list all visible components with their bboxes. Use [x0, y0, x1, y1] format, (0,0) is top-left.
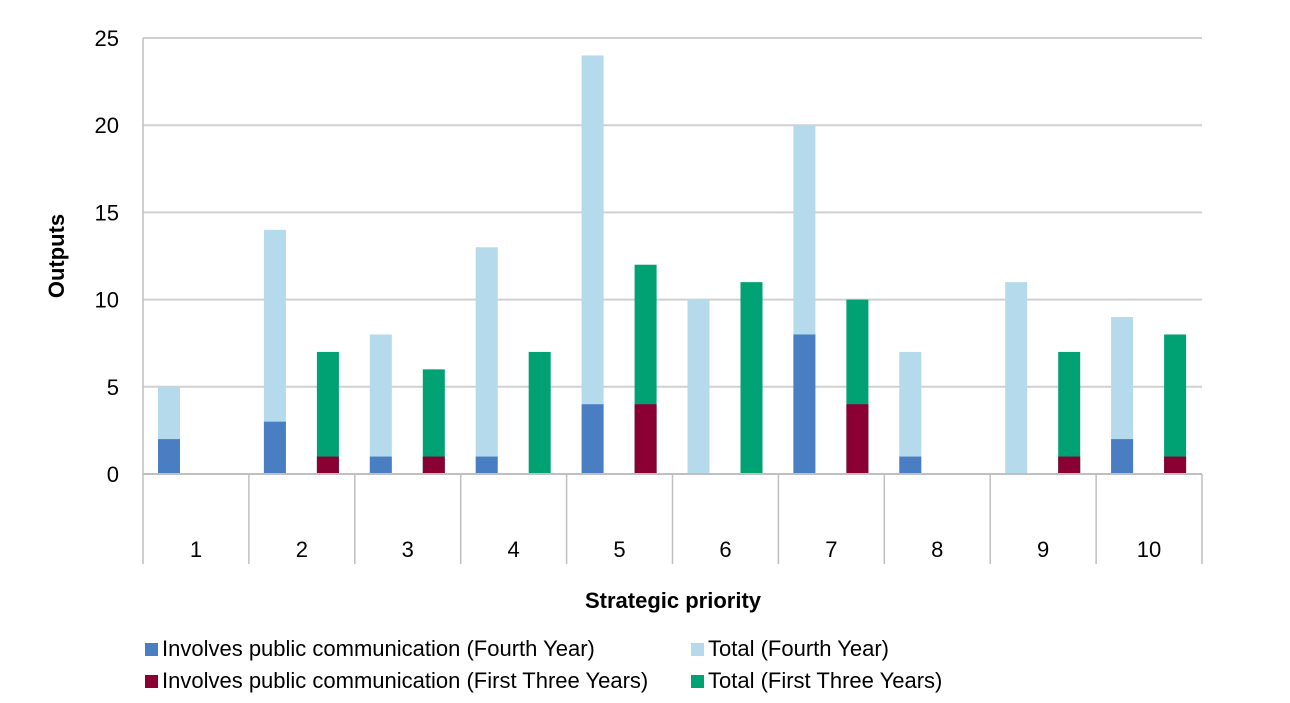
legend-swatch — [691, 674, 704, 688]
y-tick-label: 15 — [95, 200, 119, 225]
bars — [158, 55, 1187, 474]
bar-total-fourth-year — [263, 229, 286, 474]
x-tick-label: 1 — [190, 537, 202, 562]
bar-public-communication-first-three-years — [846, 404, 869, 474]
legend-label: Involves public communication (Fourth Ye… — [162, 636, 595, 661]
legend-item-total-fourth: Total (Fourth Year) — [691, 636, 889, 662]
legend-swatch — [145, 642, 158, 656]
bar-public-communication-fourth-year — [475, 456, 498, 474]
bar-public-communication-first-three-years — [634, 404, 657, 474]
x-tick-label: 8 — [931, 537, 943, 562]
bar-public-communication-fourth-year — [369, 456, 392, 474]
x-tick-label: 7 — [825, 537, 837, 562]
bar-total-first-three-years — [528, 351, 551, 474]
x-tick-label: 6 — [719, 537, 731, 562]
bar-public-communication-fourth-year — [1111, 439, 1134, 474]
legend: Involves public communication (Fourth Ye… — [145, 636, 1045, 700]
y-tick-label: 25 — [95, 26, 119, 51]
bar-public-communication-fourth-year — [158, 439, 180, 474]
bar-public-communication-fourth-year — [581, 404, 604, 474]
bar-public-communication-fourth-year — [793, 334, 816, 474]
legend-label: Total (Fourth Year) — [708, 636, 889, 661]
bar-total-fourth-year — [687, 299, 710, 474]
bar-total-first-three-years — [1058, 351, 1081, 474]
bar-total-first-three-years — [316, 351, 339, 474]
bar-total-fourth-year — [1111, 317, 1134, 474]
bar-total-first-three-years — [740, 282, 763, 474]
x-tick-label: 9 — [1037, 537, 1049, 562]
y-tick-label: 0 — [107, 462, 119, 487]
bar-total-fourth-year — [1005, 282, 1028, 474]
x-tick-label: 5 — [613, 537, 625, 562]
x-tick-label: 2 — [296, 537, 308, 562]
y-axis-title: Outputs — [44, 214, 69, 298]
legend-swatch — [691, 642, 704, 656]
x-axis: 1 2 3 4 5 6 7 8 9 10 — [142, 473, 1203, 564]
legend-item-public-fourth: Involves public communication (Fourth Ye… — [145, 636, 595, 662]
bar-public-communication-first-three-years — [316, 456, 339, 474]
bar-public-communication-fourth-year — [899, 456, 922, 474]
legend-item-total-first-three: Total (First Three Years) — [691, 668, 942, 694]
y-tick-label: 10 — [95, 288, 119, 313]
bar-total-fourth-year — [369, 334, 392, 474]
bar-public-communication-first-three-years — [1058, 456, 1081, 474]
bar-total-fourth-year — [581, 55, 604, 474]
y-axis: 0 5 10 15 20 25 — [95, 26, 144, 487]
gridlines — [143, 37, 1202, 388]
legend-label: Involves public communication (First Thr… — [162, 668, 649, 693]
y-tick-label: 5 — [107, 375, 119, 400]
bar-total-fourth-year — [899, 351, 922, 474]
bar-public-communication-fourth-year — [263, 421, 286, 474]
x-tick-label: 3 — [402, 537, 414, 562]
legend-item-public-first-three: Involves public communication (First Thr… — [145, 668, 648, 694]
bar-public-communication-first-three-years — [1164, 456, 1187, 474]
legend-label: Total (First Three Years) — [708, 668, 943, 693]
bar-total-fourth-year — [475, 247, 498, 474]
bar-total-first-three-years — [1164, 334, 1187, 474]
x-tick-label: 10 — [1137, 537, 1161, 562]
x-axis-title: Strategic priority — [585, 588, 762, 613]
bar-public-communication-first-three-years — [422, 456, 445, 474]
y-tick-label: 20 — [95, 113, 119, 138]
bar-total-first-three-years — [422, 369, 445, 474]
legend-swatch — [145, 674, 158, 688]
x-tick-label: 4 — [508, 537, 520, 562]
